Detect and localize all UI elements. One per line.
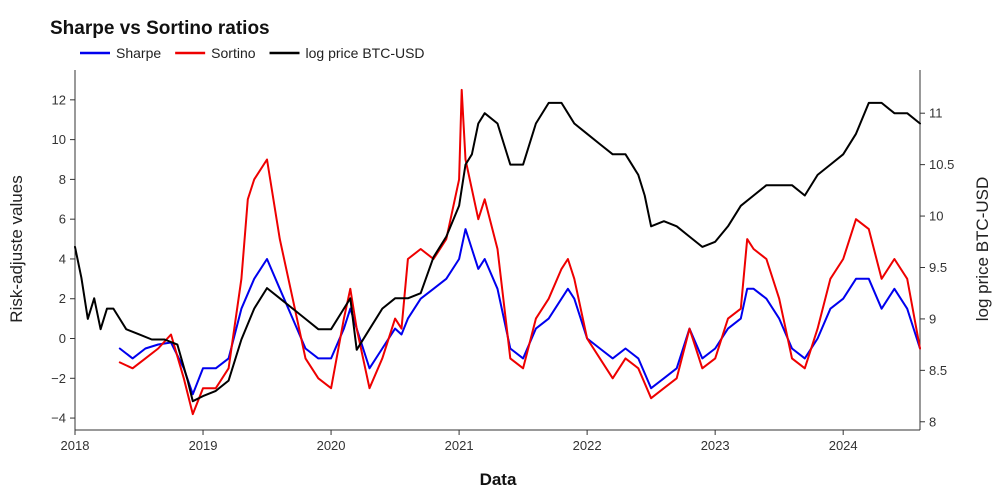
y-left-tick-label: 10 <box>52 132 66 147</box>
y-left-tick-label: 2 <box>59 291 66 306</box>
legend-label-1: Sharpe <box>116 45 161 61</box>
y-axis-label-left: Risk-adjuste values <box>7 175 26 322</box>
y-right-tick-label: 10 <box>929 209 943 224</box>
series-line-2 <box>118 88 921 416</box>
y-left-tick-label: −2 <box>51 371 66 386</box>
y-left-tick-label: −4 <box>51 411 66 426</box>
axes-layer: 2018 2019 2020 2021 2022 2023 2024 −4 −2 0 2 4 6 8 10 1… <box>51 70 954 453</box>
legend-label-3: log price BTC-USD <box>306 45 425 61</box>
x-tick-label: 2018 <box>61 438 90 453</box>
x-tick-label: 2022 <box>573 438 602 453</box>
x-tick-label: 2019 <box>189 438 218 453</box>
series-line-1 <box>118 228 921 396</box>
series-layer <box>74 88 921 416</box>
y-left-tick-label: 0 <box>59 331 66 346</box>
series-line-3 <box>74 101 921 403</box>
y-axis-label-right: log price BTC-USD <box>973 177 992 322</box>
y-right-tick-label: 11 <box>929 106 943 121</box>
legend: Sharpe Sortino log price BTC-USD <box>80 45 425 61</box>
y-left-tick-label: 8 <box>59 172 66 187</box>
x-tick-label: 2023 <box>701 438 730 453</box>
y-left-tick-label: 4 <box>59 251 66 266</box>
y-right-tick-label: 9 <box>929 311 936 326</box>
y-left-tick-label: 12 <box>52 92 66 107</box>
x-tick-label: 2024 <box>829 438 858 453</box>
legend-label-2: Sortino <box>211 45 256 61</box>
y-right-tick-label: 9.5 <box>929 260 947 275</box>
x-tick-label: 2020 <box>317 438 346 453</box>
y-right-tick-label: 8.5 <box>929 363 947 378</box>
x-axis-label: Data <box>480 470 517 489</box>
x-tick-label: 2021 <box>445 438 474 453</box>
chart-title: Sharpe vs Sortino ratios <box>50 18 270 39</box>
y-right-tick-label: 10.5 <box>929 157 954 172</box>
y-right-tick-label: 8 <box>929 414 936 429</box>
y-left-tick-label: 6 <box>59 212 66 227</box>
